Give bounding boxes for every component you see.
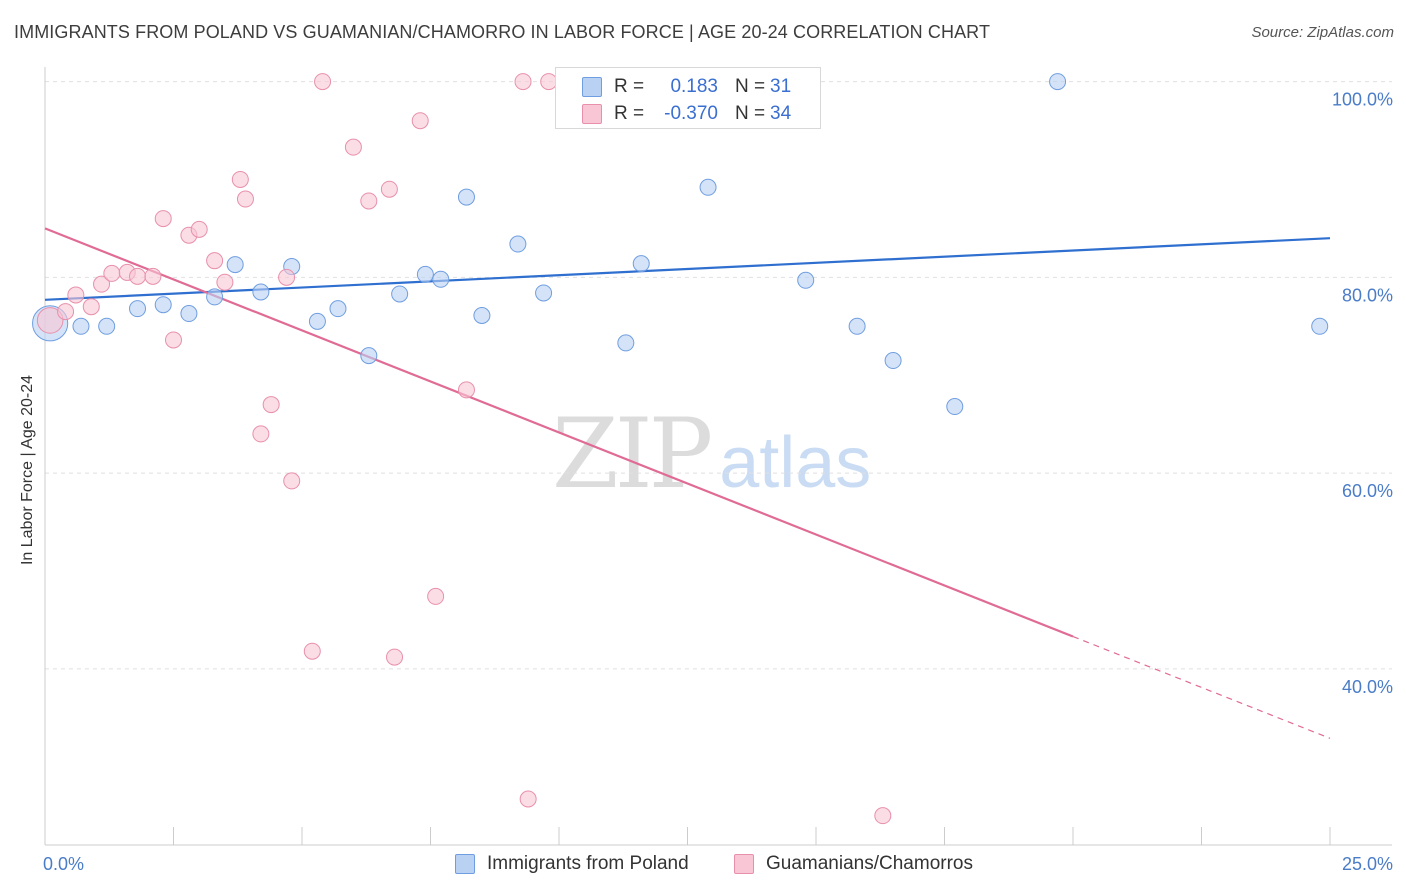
n-label: N = <box>735 103 766 124</box>
poland-swatch <box>582 77 602 97</box>
poland-point <box>308 312 326 330</box>
guamanian-point <box>514 73 532 91</box>
guamanian-point <box>262 396 280 414</box>
chart-legend: Immigrants from Poland Guamanians/Chamor… <box>0 850 1406 880</box>
stats-row-guamanian: R = -0.370 N = 34 <box>556 102 820 128</box>
poland-point <box>1049 73 1067 91</box>
guamanian-trend-extension <box>1072 635 1331 739</box>
poland-swatch <box>455 854 475 874</box>
poland-point <box>632 255 650 273</box>
guamanian-point <box>278 268 296 286</box>
guamanian-trend-line <box>44 227 1074 638</box>
n-value: 34 <box>770 103 792 124</box>
poland-point <box>509 235 527 253</box>
guamanian-point <box>236 190 254 208</box>
r-label: R = <box>614 103 645 124</box>
poland-point <box>391 285 409 303</box>
y-tick-label: 60.0% <box>1342 481 1393 501</box>
guamanian-point <box>427 587 445 605</box>
poland-point <box>473 306 491 324</box>
poland-point <box>226 256 244 274</box>
watermark-atlas: atlas <box>719 423 872 503</box>
poland-point <box>946 398 964 416</box>
correlation-stats-box: R = 0.183 N = 31 R = -0.370 N = 34 <box>555 67 821 129</box>
data-points <box>32 73 1329 825</box>
source-credit: Source: ZipAtlas.com <box>1251 24 1394 41</box>
poland-point <box>699 178 717 196</box>
axes <box>44 67 1392 846</box>
poland-point <box>535 284 553 302</box>
watermark-zip: ZIP <box>552 398 713 510</box>
guamanian-point <box>231 170 249 188</box>
x-tick-label: 25.0% <box>1342 854 1393 874</box>
guamanian-point <box>411 112 429 130</box>
r-label: R = <box>614 76 645 97</box>
guamanian-point <box>93 275 111 293</box>
legend-label: Guamanians/Chamorros <box>766 853 973 874</box>
poland-point <box>252 283 270 301</box>
guamanian-point <box>67 286 85 304</box>
poland-point <box>848 317 866 335</box>
poland-point <box>617 334 635 352</box>
guamanian-point <box>36 307 64 334</box>
chart-title: IMMIGRANTS FROM POLAND VS GUAMANIAN/CHAM… <box>14 22 991 42</box>
watermark: ZIP atlas <box>552 398 871 510</box>
guamanian-point <box>144 267 162 285</box>
poland-point <box>360 347 378 365</box>
guamanian-point <box>519 790 537 808</box>
guamanian-point <box>303 642 321 660</box>
n-value: 31 <box>770 76 792 97</box>
guamanian-point <box>165 331 182 349</box>
poland-point <box>98 317 116 335</box>
poland-point <box>457 188 475 206</box>
poland-point <box>180 305 198 323</box>
guamanian-point <box>360 192 378 210</box>
legend-label: Immigrants from Poland <box>487 853 689 874</box>
poland-point <box>329 300 347 318</box>
guamanian-point <box>154 210 172 228</box>
poland-point <box>884 352 902 370</box>
guamanian-point <box>457 381 475 399</box>
x-tick-label: 0.0% <box>43 854 84 874</box>
y-tick-label: 80.0% <box>1342 285 1393 305</box>
guamanian-point <box>206 252 224 270</box>
y-tick-label: 40.0% <box>1342 677 1393 697</box>
guamanian-point <box>129 267 147 285</box>
r-value: 0.183 <box>670 76 718 97</box>
gridlines <box>45 81 1392 670</box>
trend-lines <box>44 227 1331 739</box>
guamanian-point <box>283 472 301 490</box>
poland-point <box>797 271 815 289</box>
guamanian-point <box>386 648 404 666</box>
poland-point <box>154 296 172 314</box>
poland-point <box>1311 317 1329 335</box>
stats-row-poland: R = 0.183 N = 31 <box>556 75 820 101</box>
guamanian-point <box>216 273 234 291</box>
guamanian-swatch <box>734 854 754 874</box>
y-tick-label: 100.0% <box>1332 90 1393 110</box>
poland-point <box>416 265 434 283</box>
guamanian-point <box>314 73 332 91</box>
guamanian-point <box>252 425 270 443</box>
tick-labels: 40.0% 60.0% 80.0% 100.0% 0.0% 25.0% <box>43 90 1393 874</box>
y-axis-title: In Labor Force | Age 20-24 <box>19 374 36 566</box>
guamanian-point <box>874 807 892 825</box>
r-value: -0.370 <box>664 103 718 124</box>
guamanian-point <box>103 264 121 282</box>
guamanian-point <box>57 303 75 321</box>
poland-point <box>72 317 90 335</box>
poland-point <box>129 300 147 318</box>
poland-point <box>432 270 450 288</box>
poland-point <box>206 288 224 306</box>
guamanian-point <box>380 180 398 198</box>
guamanian-point <box>190 220 208 238</box>
n-label: N = <box>735 76 766 97</box>
guamanian-point <box>82 298 100 316</box>
guamanian-swatch <box>582 104 602 124</box>
guamanian-point <box>344 138 362 156</box>
